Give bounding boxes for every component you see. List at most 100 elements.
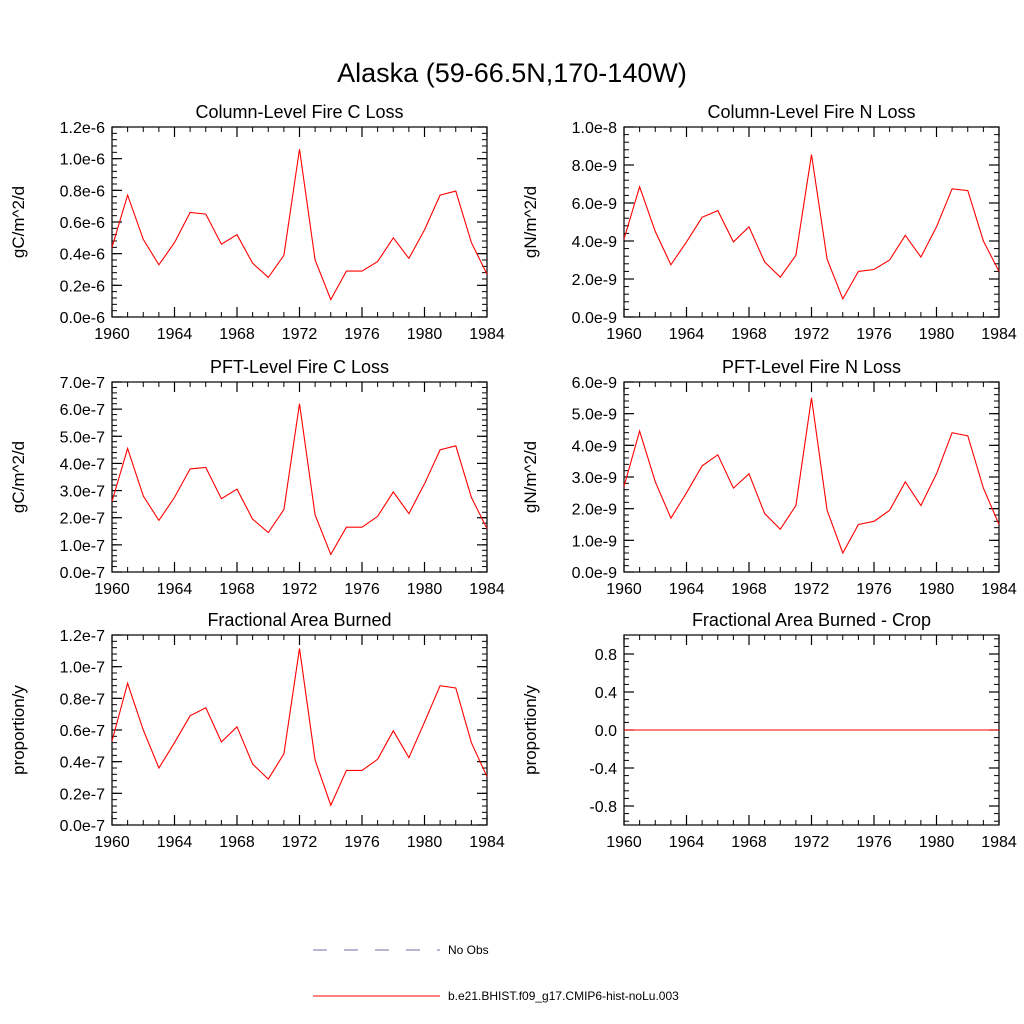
panel-area-burned-crop-ytick-label: 0.0: [595, 723, 617, 740]
panel-area-burned-ytick-label: 0.2e-7: [60, 786, 105, 803]
panel-col-fire-n-loss-xtick-label: 1976: [856, 326, 892, 343]
panel-area-burned-crop-xtick-label: 1976: [856, 834, 892, 851]
panel-pft-fire-n-loss-ytick-label: 4.0e-9: [572, 438, 617, 455]
panel-pft-fire-c-loss-ytick-label: 2.0e-7: [60, 511, 105, 528]
panel-pft-fire-n-loss-ytick-label: 2.0e-9: [572, 502, 617, 519]
panel-col-fire-n-loss: Column-Level Fire N Loss gN/m^2/d 1960 1964…: [521, 102, 1017, 343]
panel-pft-fire-c-loss-frame: [111, 381, 488, 573]
panel-col-fire-n-loss-xtick-label: 1980: [919, 326, 955, 343]
panel-col-fire-n-loss-series-line: [623, 154, 1000, 301]
panel-area-burned-xtick-label: 1972: [282, 834, 318, 851]
panel-area-burned-crop: Fractional Area Burned - Crop proportion/…: [521, 610, 1017, 851]
panel-pft-fire-c-loss-title: PFT-Level Fire C Loss: [210, 357, 389, 377]
panel-pft-fire-n-loss-xtick-label: 1984: [981, 581, 1017, 598]
panel-col-fire-c-loss-xtick-label: 1976: [344, 326, 380, 343]
panel-col-fire-n-loss-xtick-label: 1968: [731, 326, 767, 343]
panel-grid: Column-Level Fire C Loss gC/m^2/d 1960 1964…: [9, 102, 1017, 851]
panel-col-fire-c-loss-ytick-label: 0.6e-6: [60, 215, 105, 232]
legend-label-model: b.e21.BHIST.f09_g17.CMIP6-hist-noLu.003: [448, 989, 679, 1003]
panel-pft-fire-c-loss-xtick-label: 1964: [157, 581, 193, 598]
panel-col-fire-c-loss: Column-Level Fire C Loss gC/m^2/d 1960 1964…: [9, 102, 505, 343]
panel-area-burned-crop-ytick-label: -0.4: [589, 761, 617, 778]
panel-area-burned-crop-xtick-label: 1972: [794, 834, 830, 851]
panel-pft-fire-c-loss-xtick-label: 1968: [219, 581, 255, 598]
panel-pft-fire-c-loss-ytick-label: 4.0e-7: [60, 456, 105, 473]
panel-area-burned-crop-xtick-label: 1960: [606, 834, 642, 851]
panel-col-fire-n-loss-ytick-label: 4.0e-9: [572, 234, 617, 251]
panel-col-fire-n-loss-ytick-label: 8.0e-9: [572, 158, 617, 175]
panel-area-burned-xtick-label: 1960: [94, 834, 130, 851]
panel-area-burned-ylabel: proportion/y: [9, 685, 28, 775]
panel-col-fire-c-loss-ytick-label: 0.0e-6: [60, 310, 105, 327]
panel-pft-fire-n-loss-xtick-label: 1968: [731, 581, 767, 598]
panel-pft-fire-c-loss-xtick-label: 1972: [282, 581, 318, 598]
panel-col-fire-c-loss-xtick-label: 1968: [219, 326, 255, 343]
legend-label-no-obs: No Obs: [448, 943, 489, 957]
panel-col-fire-n-loss-xtick-label: 1984: [981, 326, 1017, 343]
panel-area-burned-ytick-label: 0.6e-7: [60, 723, 105, 740]
panel-area-burned-ytick-label: 0.8e-7: [60, 691, 105, 708]
panel-pft-fire-n-loss-ytick-label: 3.0e-9: [572, 470, 617, 487]
panel-pft-fire-n-loss-xtick-label: 1972: [794, 581, 830, 598]
panel-pft-fire-n-loss-title: PFT-Level Fire N Loss: [722, 357, 901, 377]
panel-col-fire-n-loss-ytick-label: 6.0e-9: [572, 196, 617, 213]
panel-col-fire-c-loss-title: Column-Level Fire C Loss: [195, 102, 403, 122]
panel-area-burned-crop-xtick-label: 1980: [919, 834, 955, 851]
panel-col-fire-c-loss-xtick-label: 1972: [282, 326, 318, 343]
panel-area-burned-ytick-label: 1.2e-7: [60, 628, 105, 645]
panel-area-burned-frame: [111, 634, 488, 826]
panel-col-fire-c-loss-xtick-label: 1960: [94, 326, 130, 343]
panel-area-burned-xtick-label: 1980: [407, 834, 443, 851]
panel-pft-fire-c-loss-ytick-label: 7.0e-7: [60, 375, 105, 392]
panel-col-fire-c-loss-series-line: [111, 149, 488, 301]
panel-area-burned-series-line: [111, 648, 488, 807]
panel-pft-fire-n-loss-ytick-label: 5.0e-9: [572, 407, 617, 424]
panel-pft-fire-c-loss-ytick-label: 3.0e-7: [60, 484, 105, 501]
panel-col-fire-n-loss-xtick-label: 1960: [606, 326, 642, 343]
panel-col-fire-n-loss-ytick-label: 2.0e-9: [572, 272, 617, 289]
panel-pft-fire-n-loss-ytick-label: 6.0e-9: [572, 375, 617, 392]
panel-pft-fire-c-loss-xtick-label: 1980: [407, 581, 443, 598]
panel-area-burned-xtick-label: 1984: [469, 834, 505, 851]
panel-area-burned-xtick-label: 1964: [157, 834, 193, 851]
panel-pft-fire-c-loss-ytick-label: 0.0e-7: [60, 565, 105, 582]
panel-col-fire-c-loss-ytick-label: 0.8e-6: [60, 183, 105, 200]
panel-area-burned-crop-ytick-label: -0.8: [589, 799, 617, 816]
panel-area-burned-crop-ytick-label: 0.4: [595, 685, 617, 702]
panel-pft-fire-c-loss-ytick-label: 6.0e-7: [60, 402, 105, 419]
panel-col-fire-c-loss-xtick-label: 1984: [469, 326, 505, 343]
panel-pft-fire-n-loss-xtick-label: 1960: [606, 581, 642, 598]
panel-area-burned-ytick-label: 1.0e-7: [60, 660, 105, 677]
panel-col-fire-n-loss-ytick-label: 1.0e-8: [572, 120, 617, 137]
panel-col-fire-c-loss-xtick-label: 1980: [407, 326, 443, 343]
panel-area-burned-crop-ytick-label: 0.8: [595, 647, 617, 664]
panel-area-burned-xtick-label: 1976: [344, 834, 380, 851]
panel-pft-fire-n-loss-xtick-label: 1976: [856, 581, 892, 598]
panel-col-fire-n-loss-xtick-label: 1972: [794, 326, 830, 343]
panel-col-fire-c-loss-ytick-label: 1.0e-6: [60, 152, 105, 169]
panel-col-fire-c-loss-ytick-label: 1.2e-6: [60, 120, 105, 137]
panel-pft-fire-c-loss-ylabel: gC/m^2/d: [9, 441, 28, 513]
panel-col-fire-n-loss-ylabel: gN/m^2/d: [521, 186, 540, 258]
panel-col-fire-n-loss-xtick-label: 1964: [669, 326, 705, 343]
panel-col-fire-c-loss-ylabel: gC/m^2/d: [9, 186, 28, 258]
panel-area-burned-ytick-label: 0.0e-7: [60, 818, 105, 835]
figure-title: Alaska (59-66.5N,170-140W): [337, 58, 687, 88]
panel-pft-fire-n-loss: PFT-Level Fire N Loss gN/m^2/d 1960 1964 196…: [521, 357, 1017, 598]
panel-pft-fire-n-loss-xtick-label: 1980: [919, 581, 955, 598]
panel-area-burned-crop-xtick-label: 1968: [731, 834, 767, 851]
panel-area-burned-xtick-label: 1968: [219, 834, 255, 851]
panel-pft-fire-c-loss: PFT-Level Fire C Loss gC/m^2/d 1960 1964 196…: [9, 357, 505, 598]
panel-pft-fire-c-loss-xtick-label: 1984: [469, 581, 505, 598]
panel-col-fire-n-loss-ytick-label: 0.0e-9: [572, 310, 617, 327]
panel-pft-fire-n-loss-ytick-label: 0.0e-9: [572, 565, 617, 582]
panel-col-fire-c-loss-xtick-label: 1964: [157, 326, 193, 343]
panel-pft-fire-n-loss-ylabel: gN/m^2/d: [521, 441, 540, 513]
panel-pft-fire-n-loss-ytick-label: 1.0e-9: [572, 533, 617, 550]
panel-area-burned-crop-xtick-label: 1964: [669, 834, 705, 851]
panel-pft-fire-n-loss-series-line: [623, 397, 1000, 555]
panel-area-burned-title: Fractional Area Burned: [207, 610, 391, 630]
panel-col-fire-c-loss-ytick-label: 0.2e-6: [60, 278, 105, 295]
panel-pft-fire-c-loss-xtick-label: 1976: [344, 581, 380, 598]
